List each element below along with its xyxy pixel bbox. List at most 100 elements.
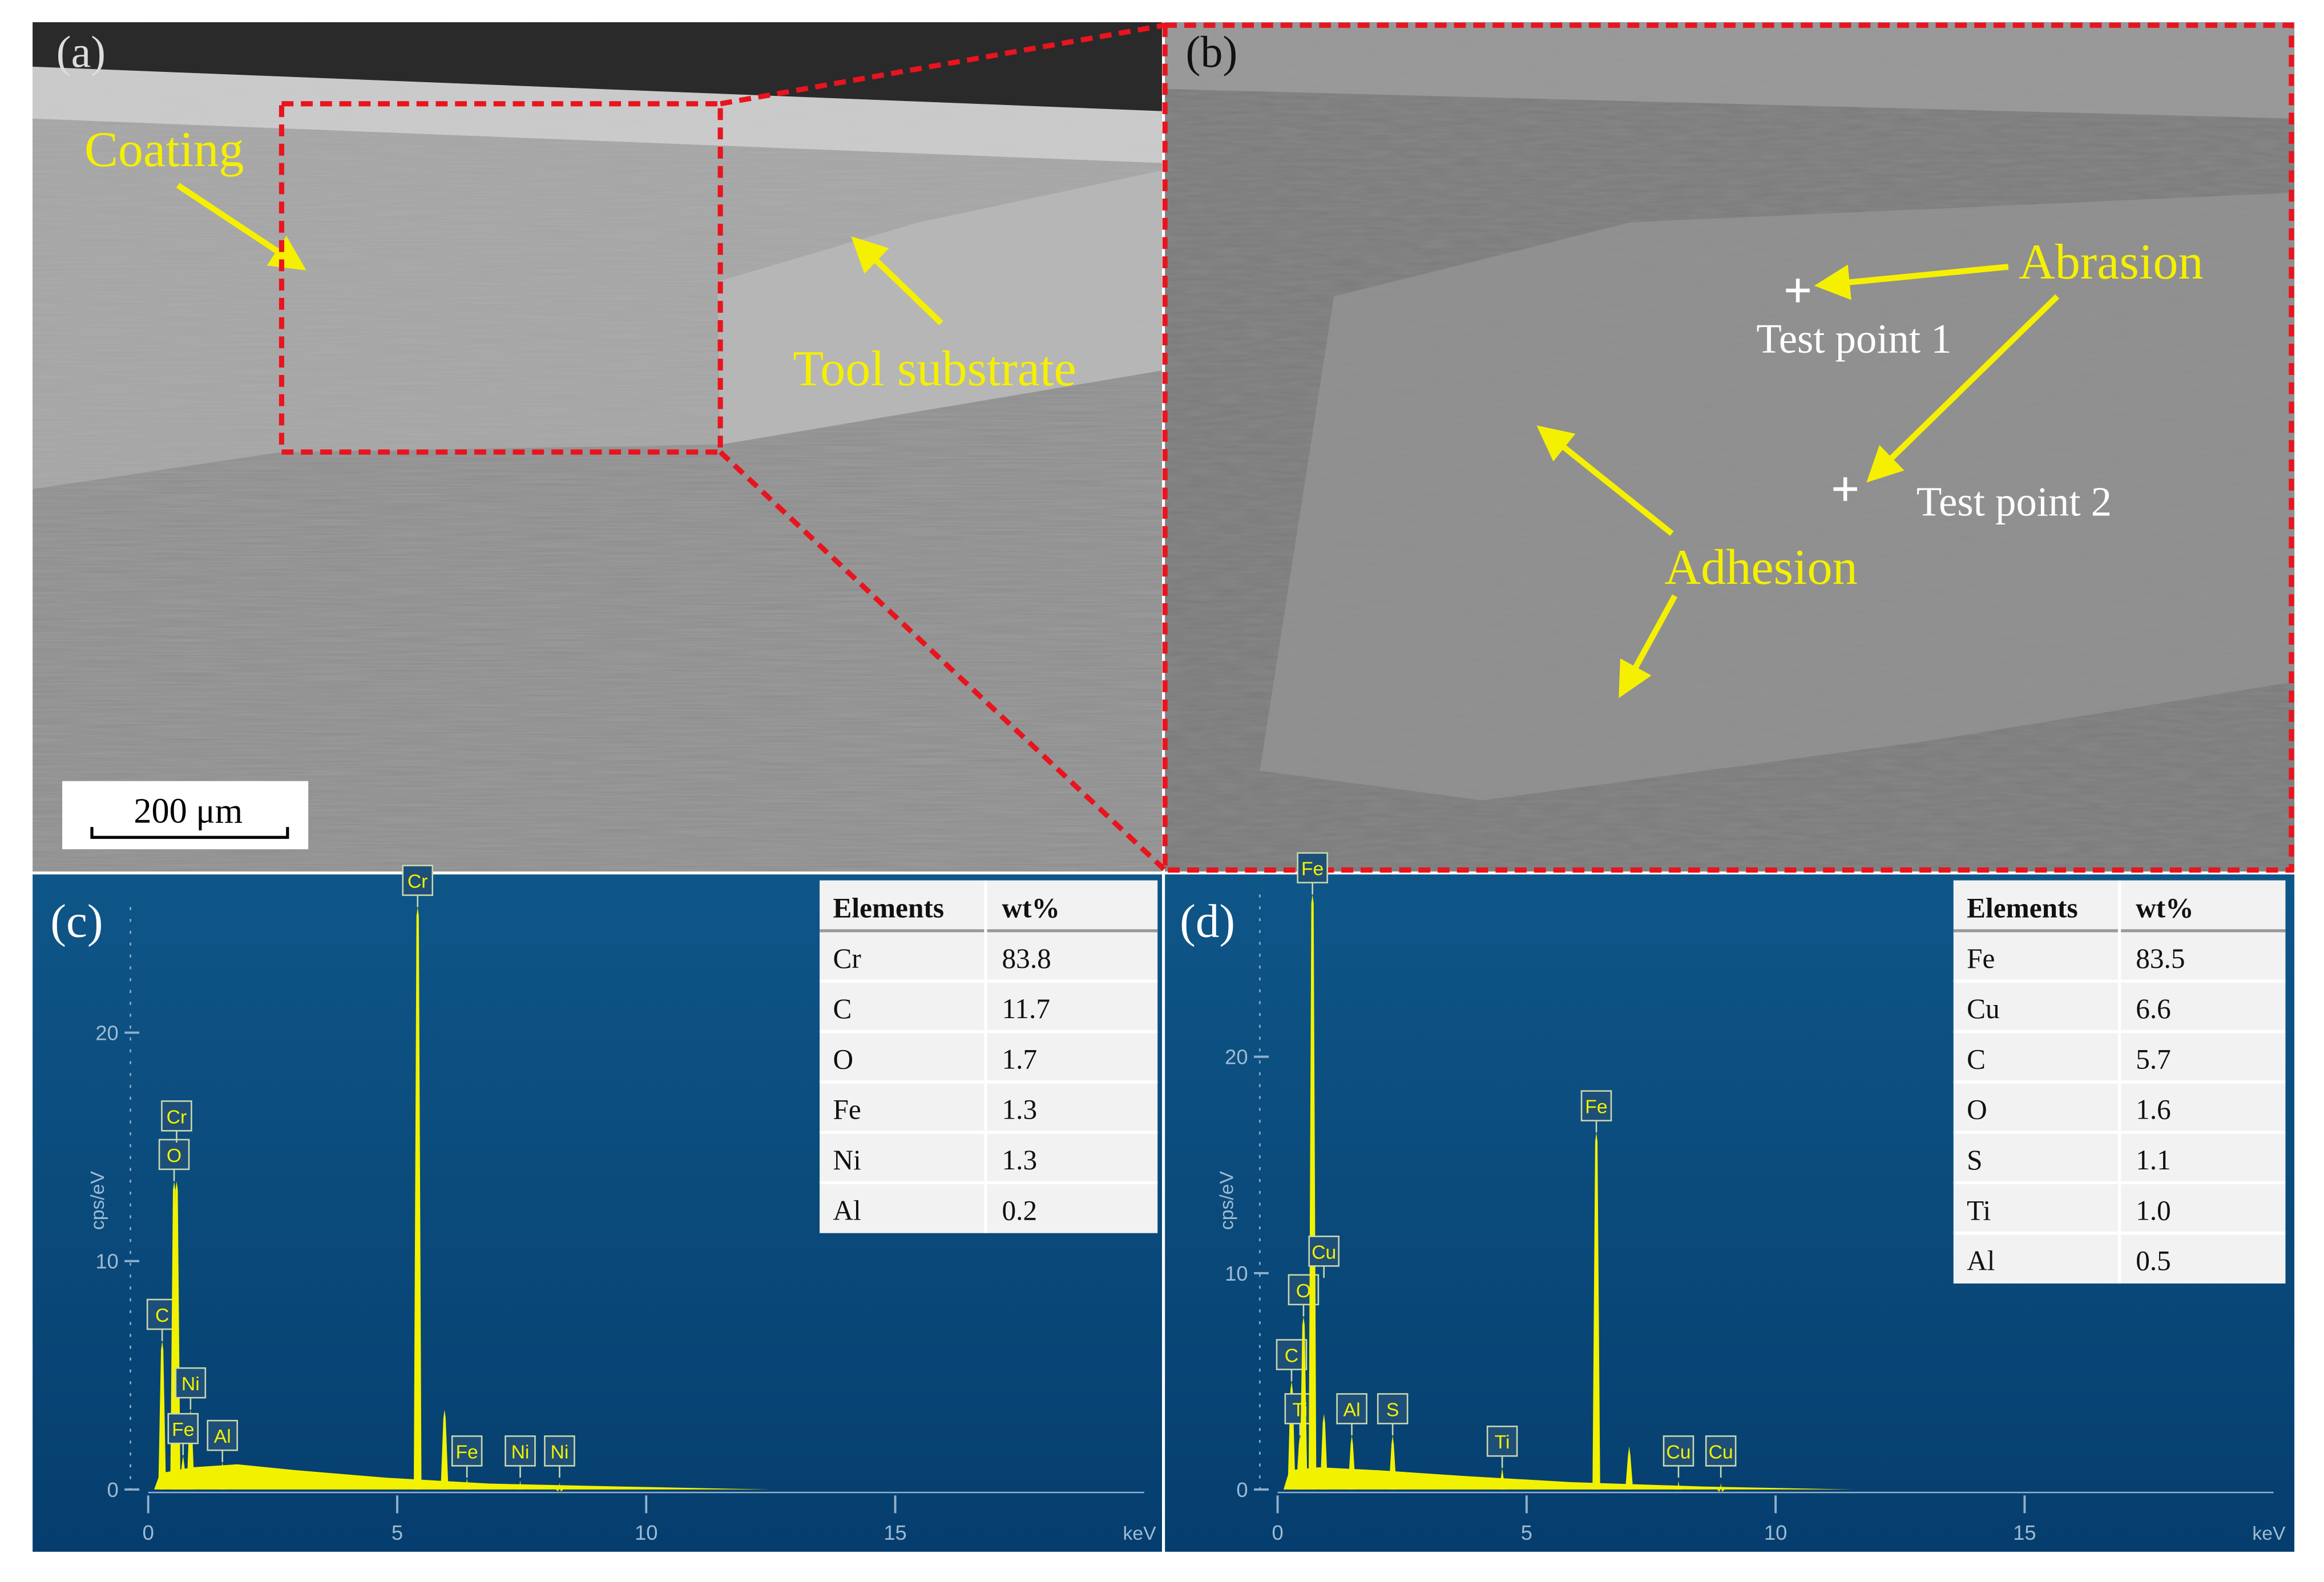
peak — [1675, 1480, 1683, 1490]
peak-tag — [1297, 852, 1328, 883]
table-cell: Al — [1967, 1245, 1995, 1277]
texture — [1165, 22, 2295, 872]
panel-label: (a) — [57, 27, 106, 76]
annotation: Coating — [84, 122, 244, 177]
y-axis-label: cps/eV — [87, 1171, 108, 1230]
peak — [179, 1455, 187, 1490]
table-bg — [820, 880, 1158, 1233]
table-cell: 5.7 — [2136, 1043, 2171, 1075]
table-header: Elements — [833, 893, 944, 924]
peak-label: O — [167, 1145, 181, 1167]
peak-label: Fe — [172, 1419, 194, 1440]
zoom-line — [720, 22, 1165, 107]
peak-label: Cu — [1666, 1441, 1690, 1463]
panel-label: (d) — [1180, 894, 1235, 947]
y-tick-label: 0 — [107, 1478, 119, 1502]
peak — [1717, 1483, 1725, 1492]
peak — [1389, 1435, 1397, 1490]
peak — [414, 907, 422, 1490]
texture — [33, 22, 1162, 872]
peak — [1288, 1381, 1296, 1490]
y-tick-label: 0 — [1236, 1478, 1248, 1502]
x-axis-label: keV — [2252, 1523, 2286, 1544]
peak-tag — [167, 1412, 199, 1444]
annotation: Abrasion — [2019, 234, 2204, 290]
peak-label: Cu — [1709, 1441, 1733, 1463]
peak — [441, 1409, 449, 1490]
peak-tag — [1663, 1435, 1694, 1467]
peak-label: Ni — [551, 1441, 569, 1463]
scale-bar — [90, 827, 289, 839]
table-cell: 0.2 — [1002, 1194, 1038, 1226]
annotation: Test point 2 — [1917, 479, 2112, 525]
peak — [187, 1409, 195, 1490]
arrow — [1866, 294, 2060, 483]
table-cell: 11.7 — [1002, 993, 1051, 1024]
peak-label: C — [1285, 1345, 1298, 1367]
table-cell: 1.0 — [2136, 1194, 2171, 1226]
table-cell: 1.7 — [1002, 1043, 1038, 1075]
table-cell: Fe — [1967, 943, 1995, 974]
annotation: Tool substrate — [793, 341, 1076, 397]
peak-tag — [1705, 1435, 1737, 1467]
peak-label: Fe — [1585, 1096, 1607, 1118]
table-cell: 0.5 — [2136, 1245, 2171, 1277]
peak-tag — [1377, 1393, 1409, 1424]
peak — [172, 1181, 181, 1490]
y-tick-label: 10 — [1225, 1262, 1248, 1285]
x-tick-label: 5 — [1521, 1521, 1532, 1544]
test-point-marker — [1786, 279, 1810, 302]
peak-tag — [1486, 1426, 1518, 1457]
x-tick-label: 15 — [883, 1521, 906, 1544]
peak-tag — [207, 1419, 238, 1451]
background-dark — [33, 22, 1162, 111]
y-tick-label: 20 — [1225, 1046, 1248, 1069]
peak-tag — [505, 1435, 536, 1467]
peak-label: Al — [1343, 1399, 1361, 1420]
peak-label: O — [1296, 1280, 1311, 1302]
table-header: wt% — [1002, 893, 1060, 924]
x-tick-label: 5 — [392, 1521, 403, 1544]
table-cell: 1.6 — [2136, 1094, 2171, 1125]
table-cell: 1.3 — [1002, 1144, 1038, 1176]
peak-label: Ti — [1495, 1431, 1510, 1453]
peak-label: S — [1386, 1399, 1399, 1420]
peak-label: Cu — [1312, 1241, 1336, 1263]
x-tick-label: 0 — [1272, 1521, 1283, 1544]
peak — [1300, 1316, 1308, 1490]
annotation: Test point 1 — [1756, 316, 1951, 362]
peak — [1308, 894, 1317, 1490]
table-cell: Cr — [833, 943, 861, 974]
peak — [516, 1480, 524, 1490]
peak-label: Cr — [167, 1106, 187, 1128]
table-cell: 83.8 — [1002, 943, 1051, 974]
table-cell: C — [833, 993, 852, 1024]
peak-tag — [161, 1100, 192, 1132]
arrow — [851, 236, 943, 325]
zoom-box — [1162, 22, 2294, 873]
peak-tag — [1276, 1339, 1308, 1370]
continuum — [154, 1464, 771, 1490]
peak-label: Fe — [455, 1441, 478, 1463]
table-cell: O — [833, 1043, 853, 1075]
table-cell: S — [1967, 1144, 1982, 1176]
x-tick-label: 10 — [635, 1521, 657, 1544]
annotation: Adhesion — [1664, 539, 1857, 595]
peak — [1320, 1414, 1328, 1490]
scale-bar-label: 200 μm — [134, 791, 243, 830]
peak-label: C — [155, 1305, 169, 1326]
zoom-line — [718, 450, 1167, 872]
panel-a: (a) Coating Tool substrate 200 μm — [33, 22, 1162, 872]
x-tick-label: 15 — [2013, 1521, 2036, 1544]
arrow — [1619, 594, 1678, 699]
peak — [1498, 1468, 1506, 1490]
peak-tag — [1308, 1236, 1339, 1267]
zoom-box — [279, 101, 723, 455]
panel-b: (b) Abrasion Test point 1 Test point 2 A… — [1162, 22, 2295, 873]
peak — [1592, 1132, 1600, 1490]
arrow — [1536, 425, 1674, 536]
table-cell: Fe — [833, 1094, 861, 1125]
table-header: Elements — [1967, 893, 2078, 924]
